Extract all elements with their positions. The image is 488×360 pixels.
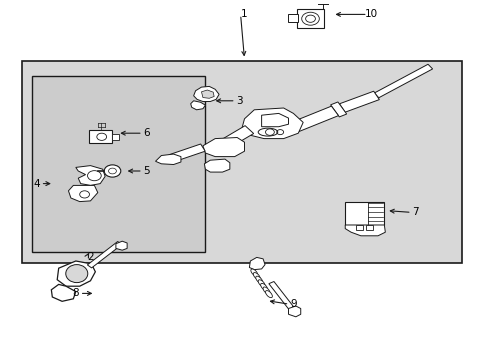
Text: 4: 4 [33, 179, 40, 189]
Circle shape [104, 165, 121, 177]
Bar [296, 9, 323, 28]
Bar [32, 76, 205, 252]
Polygon shape [268, 282, 294, 311]
Text: 1: 1 [241, 9, 247, 19]
Text: 10: 10 [365, 9, 377, 19]
Polygon shape [193, 86, 219, 102]
Ellipse shape [263, 287, 269, 294]
Bar [345, 202, 384, 225]
Ellipse shape [265, 291, 272, 298]
Polygon shape [339, 91, 379, 112]
Bar [89, 130, 112, 143]
Text: 3: 3 [236, 96, 243, 106]
Polygon shape [168, 144, 205, 162]
Polygon shape [190, 101, 205, 110]
Polygon shape [373, 64, 432, 98]
Polygon shape [204, 159, 229, 172]
Text: 9: 9 [289, 299, 296, 309]
Text: 2: 2 [87, 252, 94, 262]
Bar [355, 225, 363, 230]
Polygon shape [87, 242, 122, 268]
Bar [365, 225, 372, 230]
Text: 8: 8 [72, 288, 79, 298]
Polygon shape [220, 126, 253, 148]
Polygon shape [345, 225, 385, 236]
Polygon shape [330, 102, 346, 117]
Text: 5: 5 [143, 166, 150, 176]
Ellipse shape [260, 283, 267, 291]
Ellipse shape [258, 128, 277, 136]
Ellipse shape [65, 265, 88, 283]
Polygon shape [203, 138, 244, 157]
Text: 7: 7 [411, 207, 418, 217]
Text: 6: 6 [143, 128, 150, 138]
Ellipse shape [250, 269, 257, 276]
Polygon shape [57, 261, 95, 286]
Polygon shape [155, 154, 181, 165]
Polygon shape [51, 284, 76, 301]
Polygon shape [261, 113, 288, 127]
Polygon shape [249, 257, 264, 270]
Ellipse shape [258, 280, 264, 287]
Polygon shape [288, 306, 300, 317]
Polygon shape [201, 90, 214, 98]
Polygon shape [68, 185, 98, 202]
Bar [112, 134, 119, 140]
Polygon shape [116, 241, 127, 250]
Polygon shape [242, 108, 303, 139]
Bar [22, 61, 461, 263]
Bar [287, 14, 297, 22]
Polygon shape [76, 166, 105, 185]
Polygon shape [285, 106, 338, 134]
Ellipse shape [253, 273, 260, 280]
Ellipse shape [255, 276, 262, 283]
